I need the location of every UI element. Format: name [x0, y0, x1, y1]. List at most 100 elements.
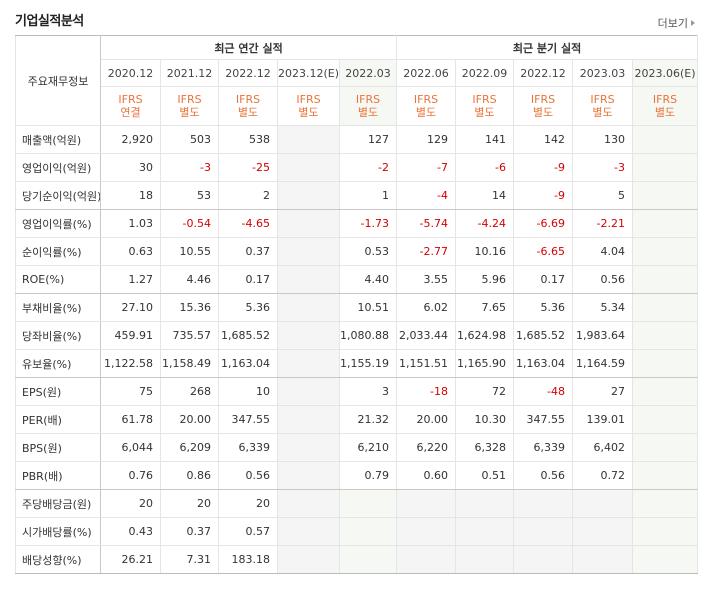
- period-header: 2023.12(E): [277, 59, 340, 87]
- value-cell: 0.53: [338, 237, 398, 266]
- row-label: 매출액(억원): [15, 125, 101, 154]
- empty-cell: [277, 265, 340, 294]
- value-cell: 5.96: [455, 265, 515, 294]
- row-label: 영업이익(억원): [15, 153, 101, 182]
- value-cell: 1,983.64: [572, 321, 634, 350]
- empty-cell: [632, 405, 699, 434]
- corner-header: 주요재무정보: [15, 35, 101, 126]
- empty-cell: [277, 125, 340, 154]
- empty-cell: [455, 517, 515, 546]
- ifrs-line: IFRS: [413, 93, 439, 106]
- value-cell: 6,328: [455, 433, 515, 462]
- value-cell: 5.34: [572, 293, 634, 322]
- value-cell: 1,080.88: [338, 321, 398, 350]
- data-row: 영업이익률(%) 1.03 -0.54 -4.65 -1.73 -5.74 -4.24 -6.…: [15, 209, 699, 238]
- value-cell: -4: [396, 181, 457, 210]
- value-cell: 61.78: [100, 405, 161, 434]
- ifrs-line: IFRS: [590, 93, 615, 106]
- value-cell: -3: [160, 153, 219, 182]
- value-cell: 1,164.59: [572, 349, 634, 378]
- value-cell: 10.16: [455, 237, 515, 266]
- value-cell: 1,151.51: [396, 349, 457, 378]
- empty-cell: [338, 489, 398, 518]
- value-cell: -5.74: [396, 209, 457, 238]
- value-cell: 0.63: [100, 237, 161, 266]
- empty-cell: [338, 545, 398, 574]
- data-row: 시가배당률(%) 0.43 0.37 0.57: [15, 517, 699, 546]
- more-link[interactable]: 더보기: [658, 15, 695, 31]
- row-label: 배당성향(%): [15, 545, 101, 574]
- empty-cell: [632, 489, 699, 518]
- empty-cell: [632, 209, 699, 238]
- empty-cell: [277, 377, 340, 406]
- value-cell: -4.24: [455, 209, 515, 238]
- value-cell: 1,158.49: [160, 349, 219, 378]
- empty-cell: [396, 517, 457, 546]
- value-cell: 72: [455, 377, 515, 406]
- value-cell: -9: [513, 181, 574, 210]
- empty-cell: [513, 545, 574, 574]
- data-row: 주당배당금(원) 20 20 20: [15, 489, 699, 518]
- value-cell: 0.56: [218, 461, 278, 490]
- data-row: 당좌비율(%) 459.91 735.57 1,685.52 1,080.88 2,033…: [15, 321, 699, 350]
- ifrs-line: IFRS: [530, 93, 556, 106]
- row-label: 당기순이익(억원): [15, 181, 101, 210]
- empty-cell: [277, 293, 340, 322]
- value-cell: 1,122.58: [100, 349, 161, 378]
- row-label: 당좌비율(%): [15, 321, 101, 350]
- value-cell: 183.18: [218, 545, 278, 574]
- value-cell: 1,624.98: [455, 321, 515, 350]
- empty-cell: [455, 545, 515, 574]
- value-cell: 538: [218, 125, 278, 154]
- row-label: 유보율(%): [15, 349, 101, 378]
- value-cell: 139.01: [572, 405, 634, 434]
- ifrs-header: IFRS 별도: [513, 86, 574, 126]
- data-row: ROE(%) 1.27 4.46 0.17 4.40 3.55 5.96 0.17 0.56: [15, 265, 699, 294]
- empty-cell: [277, 545, 340, 574]
- value-cell: 1,155.19: [338, 349, 398, 378]
- data-row: 부채비율(%) 27.10 15.36 5.36 10.51 6.02 7.65 5.36 5.…: [15, 293, 699, 322]
- value-cell: -0.54: [160, 209, 219, 238]
- value-cell: -48: [513, 377, 574, 406]
- value-cell: 0.37: [160, 517, 219, 546]
- value-cell: 0.57: [218, 517, 278, 546]
- empty-cell: [277, 405, 340, 434]
- ifrs-row: IFRS 연결 IFRS 별도 IFRS 별도 IFRS 별도 IFRS 별도 IFRS 별도 IFRS…: [16, 86, 699, 126]
- value-cell: 0.56: [572, 265, 634, 294]
- value-cell: -2.21: [572, 209, 634, 238]
- ifrs-line: 별도: [179, 106, 200, 119]
- empty-cell: [632, 181, 699, 210]
- value-cell: 0.17: [218, 265, 278, 294]
- value-cell: 10: [218, 377, 278, 406]
- ifrs-line: 별도: [474, 106, 495, 119]
- group-header: 최근 분기 실적: [396, 35, 699, 60]
- row-label: 영업이익률(%): [15, 209, 101, 238]
- value-cell: 0.86: [160, 461, 219, 490]
- data-row: 순이익률(%) 0.63 10.55 0.37 0.53 -2.77 10.16 -6.65 4…: [15, 237, 699, 266]
- value-cell: 1,685.52: [513, 321, 574, 350]
- ifrs-header: IFRS 별도: [218, 86, 278, 126]
- value-cell: 5: [572, 181, 634, 210]
- value-cell: 0.51: [455, 461, 515, 490]
- period-header: 2022.12: [513, 59, 574, 87]
- value-cell: -6.69: [513, 209, 574, 238]
- row-label: PBR(배): [15, 461, 101, 490]
- value-cell: 0.43: [100, 517, 161, 546]
- ifrs-line: IFRS: [296, 93, 321, 106]
- value-cell: 27: [572, 377, 634, 406]
- value-cell: 10.55: [160, 237, 219, 266]
- value-cell: 4.40: [338, 265, 398, 294]
- value-cell: 3: [338, 377, 398, 406]
- value-cell: 6,044: [100, 433, 161, 462]
- value-cell: 6,220: [396, 433, 457, 462]
- value-cell: 0.60: [396, 461, 457, 490]
- value-cell: 130: [572, 125, 634, 154]
- value-cell: 129: [396, 125, 457, 154]
- section-title: 기업실적분석: [15, 14, 84, 29]
- value-cell: -6: [455, 153, 515, 182]
- value-cell: 1,163.04: [513, 349, 574, 378]
- value-cell: 21.32: [338, 405, 398, 434]
- value-cell: 4.46: [160, 265, 219, 294]
- period-row: 2020.12 2021.12 2022.12 2023.12(E) 2022.03 20…: [16, 59, 699, 87]
- empty-cell: [338, 517, 398, 546]
